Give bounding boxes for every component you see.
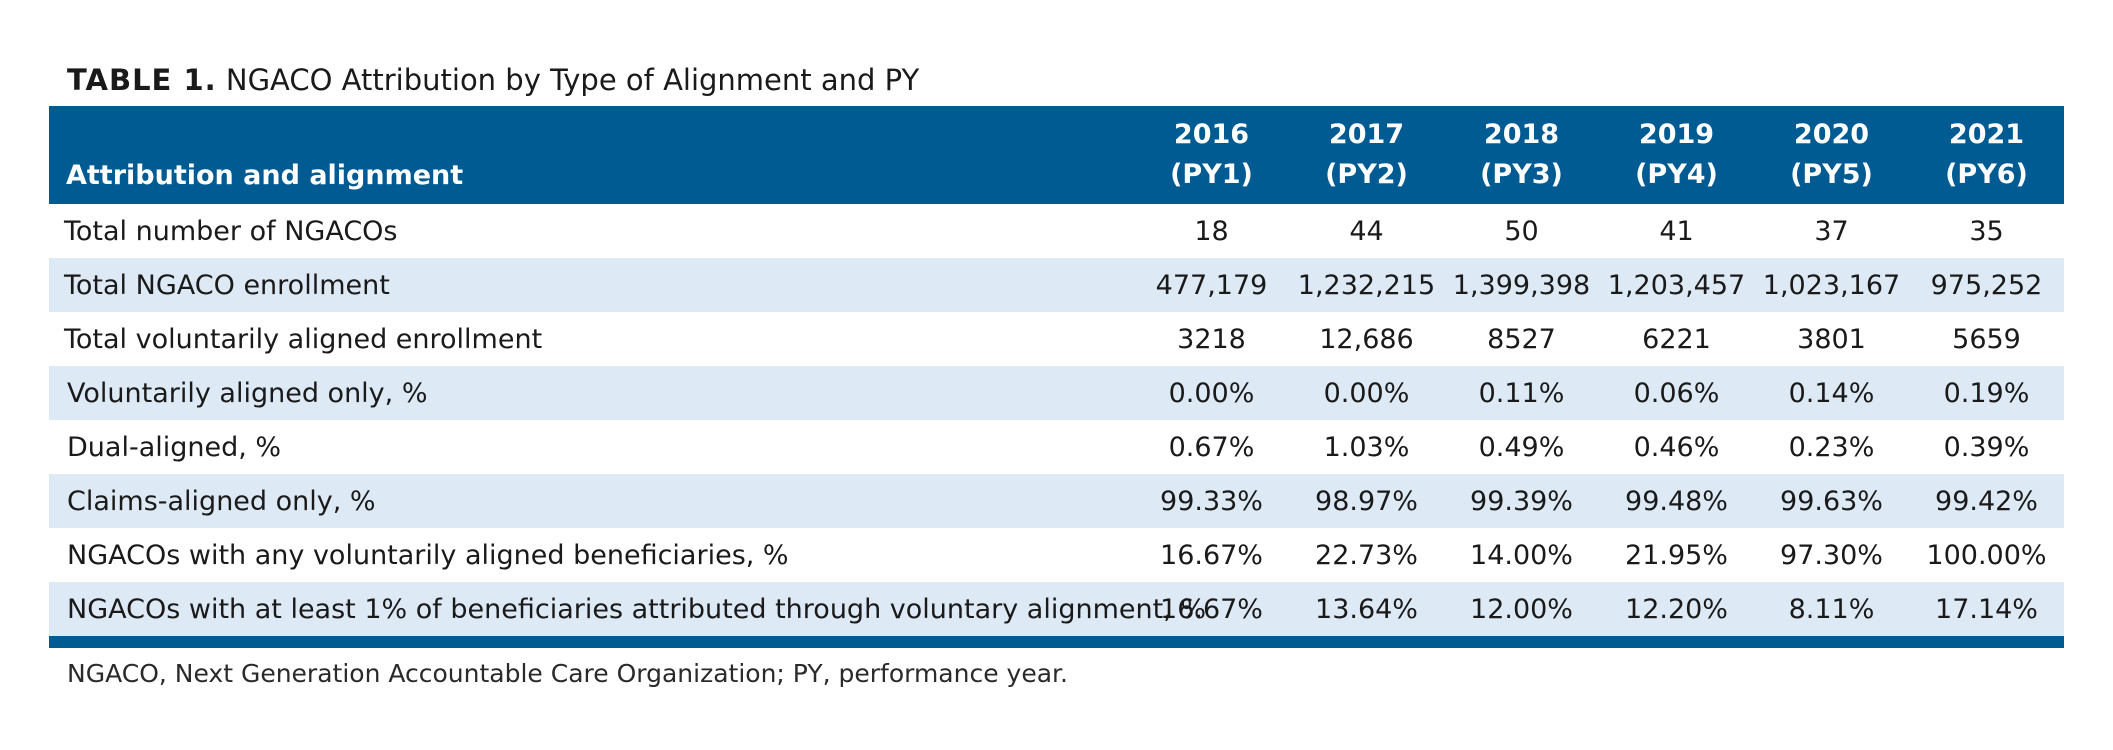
cell-value: 0.00% [1168,377,1255,409]
cell-value: 41 [1659,215,1694,247]
cell-value: 99.48% [1625,485,1728,517]
cell-value: 1,023,167 [1762,269,1901,301]
header-py: (PY2) [1325,159,1408,190]
cell-value: 1,232,215 [1297,269,1436,301]
cell-value: 0.14% [1788,377,1875,409]
table-row: Total voluntarily aligned enrollment 321… [49,312,2064,366]
row-label: Total NGACO enrollment [64,269,390,301]
cell-value: 1,203,457 [1607,269,1746,301]
cell-value: 17.14% [1935,593,2038,625]
cell-value: 97.30% [1780,539,1883,571]
cell-value: 0.67% [1168,431,1255,463]
cell-value: 6221 [1642,323,1711,355]
cell-value: 1,399,398 [1452,269,1591,301]
table-row: Claims-aligned only, % 99.33% 98.97% 99.… [49,474,2064,528]
table-row: Total number of NGACOs 18 44 50 41 37 35 [49,204,2064,258]
cell-value: 0.23% [1788,431,1875,463]
cell-value: 37 [1814,215,1849,247]
cell-value: 12,686 [1319,323,1414,355]
cell-value: 16.67% [1160,539,1263,571]
table-title-text: NGACO Attribution by Type of Alignment a… [225,63,920,97]
column-header-year: 2020 (PY5) [1754,106,1909,204]
row-label: Claims-aligned only, % [67,485,376,517]
cell-value: 99.42% [1935,485,2038,517]
table-number-label: TABLE 1. [67,63,217,97]
header-py: (PY1) [1170,159,1253,190]
column-header-year: 2019 (PY4) [1599,106,1754,204]
cell-value: 0.11% [1478,377,1565,409]
cell-value: 14.00% [1470,539,1573,571]
table-row: NGACOs with at least 1% of beneficiaries… [49,582,2064,636]
header-year: 2020 [1793,119,1870,150]
attribution-table: Attribution and alignment 2016 (PY1) 2017… [49,106,2064,636]
header-year: 2017 [1328,119,1405,150]
row-label: Voluntarily aligned only, % [67,377,428,409]
cell-value: 98.97% [1315,485,1418,517]
header-py: (PY3) [1480,159,1563,190]
header-py: (PY6) [1945,159,2028,190]
header-py: (PY4) [1635,159,1718,190]
cell-value: 99.39% [1470,485,1573,517]
cell-value: 99.63% [1780,485,1883,517]
cell-value: 13.64% [1315,593,1418,625]
table-row: Total NGACO enrollment 477,179 1,232,215… [49,258,2064,312]
cell-value: 0.49% [1478,431,1565,463]
cell-value: 99.33% [1160,485,1263,517]
cell-value: 3218 [1177,323,1246,355]
cell-value: 44 [1349,215,1384,247]
column-header-year: 2021 (PY6) [1909,106,2064,204]
cell-value: 22.73% [1315,539,1418,571]
table-header-row: Attribution and alignment 2016 (PY1) 2017… [49,106,2064,204]
row-label: NGACOs with any voluntarily aligned bene… [67,539,789,571]
cell-value: 975,252 [1930,269,2043,301]
cell-value: 0.39% [1943,431,2030,463]
cell-value: 5659 [1952,323,2021,355]
data-table-container: Attribution and alignment 2016 (PY1) 2017… [49,106,2064,648]
cell-value: 0.19% [1943,377,2030,409]
column-header-year: 2017 (PY2) [1289,106,1444,204]
cell-value: 8527 [1487,323,1556,355]
row-label: Total number of NGACOs [64,215,398,247]
column-header-year: 2016 (PY1) [1134,106,1289,204]
cell-value: 12.00% [1470,593,1573,625]
cell-value: 50 [1504,215,1539,247]
cell-value: 3801 [1797,323,1866,355]
cell-value: 35 [1969,215,2004,247]
table-row: Dual-aligned, % 0.67% 1.03% 0.49% 0.46% … [49,420,2064,474]
cell-value: 21.95% [1625,539,1728,571]
table-title: TABLE 1. NGACO Attribution by Type of Al… [67,60,919,100]
cell-value: 0.06% [1633,377,1720,409]
header-py: (PY5) [1790,159,1873,190]
cell-value: 16.67% [1160,593,1263,625]
header-year: 2016 [1173,119,1250,150]
row-label: Total voluntarily aligned enrollment [64,323,543,355]
cell-value: 12.20% [1625,593,1728,625]
row-label: Dual-aligned, % [67,431,282,463]
cell-value: 18 [1194,215,1229,247]
cell-value: 8.11% [1788,593,1875,625]
header-year: 2018 [1483,119,1560,150]
table-row: NGACOs with any voluntarily aligned bene… [49,528,2064,582]
table-row: Voluntarily aligned only, % 0.00% 0.00% … [49,366,2064,420]
cell-value: 477,179 [1155,269,1268,301]
row-label: NGACOs with at least 1% of beneficiaries… [67,593,1207,625]
table-footnote: NGACO, Next Generation Accountable Care … [67,659,1068,688]
cell-value: 1.03% [1323,431,1410,463]
column-header-attribution: Attribution and alignment [66,160,464,191]
header-year: 2019 [1638,119,1715,150]
column-header-year: 2018 (PY3) [1444,106,1599,204]
cell-value: 0.00% [1323,377,1410,409]
header-year: 2021 [1948,119,2025,150]
cell-value: 0.46% [1633,431,1720,463]
table-bottom-rule [49,636,2064,648]
cell-value: 100.00% [1926,539,2047,571]
